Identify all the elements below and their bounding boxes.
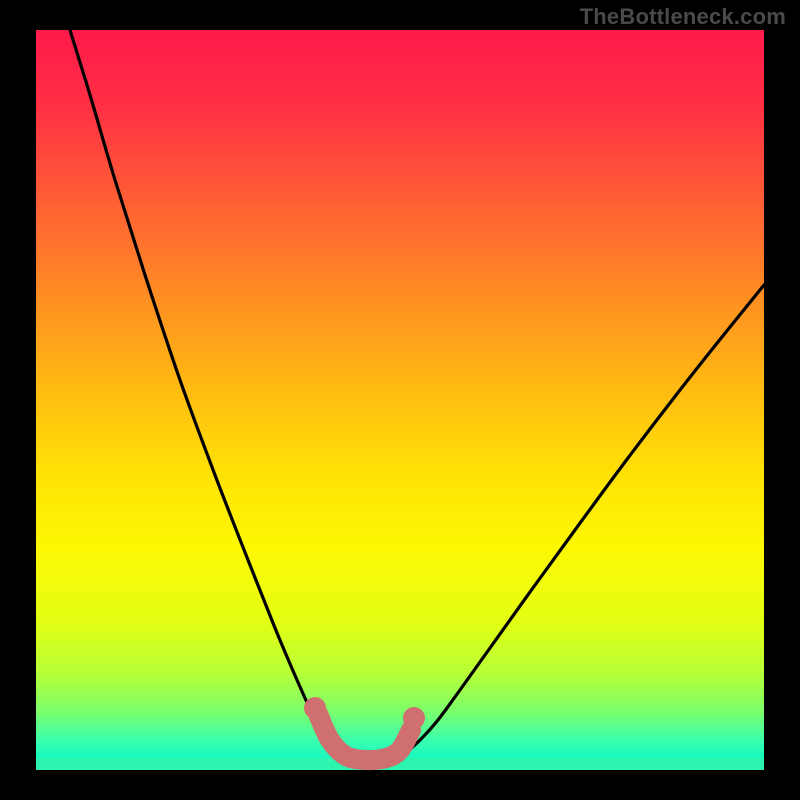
chart-svg (0, 0, 800, 800)
optimal-range-dot-left (304, 697, 326, 719)
plot-background (36, 30, 764, 770)
chart-frame: TheBottleneck.com (0, 0, 800, 800)
watermark-label: TheBottleneck.com (580, 4, 786, 30)
optimal-range-dot-right (403, 707, 425, 729)
